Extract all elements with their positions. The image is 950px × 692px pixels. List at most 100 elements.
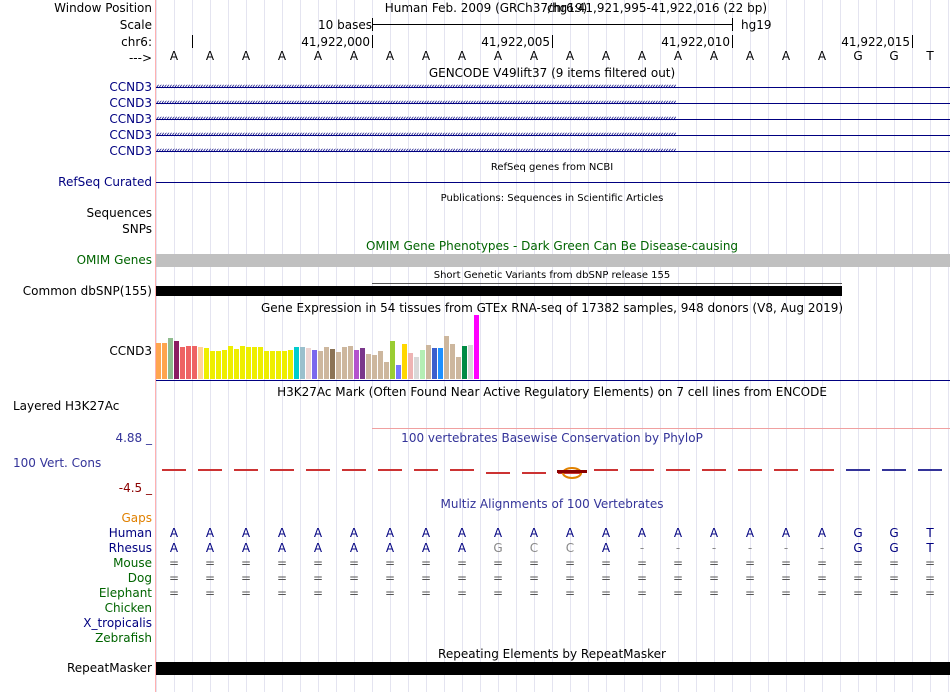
dbsnp-track-label[interactable]: Common dbSNP(155) [22, 284, 152, 298]
aligned-base: = [636, 556, 648, 570]
gtex-tissue-bar[interactable] [258, 347, 263, 379]
gtex-tissue-bar[interactable] [156, 343, 161, 379]
aligned-base: A [601, 526, 611, 540]
gtex-tissue-bar[interactable] [342, 347, 347, 379]
gtex-tissue-bar[interactable] [270, 351, 275, 379]
gencode-item-label[interactable]: CCND3 [109, 80, 152, 94]
gtex-tissue-bar[interactable] [240, 346, 245, 379]
gtex-tissue-bar[interactable] [162, 343, 167, 379]
gtex-tissue-bar[interactable] [336, 352, 341, 379]
gtex-tissue-bar[interactable] [228, 346, 233, 379]
gridline [282, 0, 283, 692]
gtex-tissue-bar[interactable] [264, 351, 269, 379]
gtex-tissue-bar[interactable] [180, 347, 185, 379]
species-label[interactable]: Elephant [98, 586, 152, 600]
gtex-tissue-bar[interactable] [426, 345, 431, 379]
gtex-tissue-bar[interactable] [366, 354, 371, 379]
cons-track-label[interactable]: 100 Vert. Cons [13, 456, 102, 470]
species-label[interactable]: Human [108, 526, 152, 540]
aligned-base: G [889, 526, 899, 540]
gencode-transcript[interactable] [156, 151, 950, 152]
gtex-tissue-bar[interactable] [318, 351, 323, 379]
gencode-item-label[interactable]: CCND3 [109, 96, 152, 110]
gtex-tissue-bar[interactable] [462, 346, 467, 379]
gencode-item-label[interactable]: CCND3 [109, 128, 152, 142]
track-labels: Window Position Scale chr6: ---> CCND3 C… [0, 0, 155, 692]
gtex-tissue-bar[interactable] [438, 348, 443, 379]
gtex-tissue-bar[interactable] [174, 341, 179, 379]
aligned-base: = [528, 571, 540, 585]
species-label[interactable]: Dog [127, 571, 152, 585]
gtex-tissue-bar[interactable] [276, 351, 281, 379]
gencode-item-label[interactable]: CCND3 [109, 112, 152, 126]
gtex-tissue-bar[interactable] [306, 348, 311, 379]
omim-gene-bar[interactable] [156, 254, 950, 267]
repeatmasker-element-bar[interactable] [156, 662, 950, 675]
omim-track-label[interactable]: OMIM Genes [76, 253, 152, 267]
gencode-transcript[interactable] [156, 87, 950, 88]
species-label[interactable]: Zebrafish [95, 631, 152, 645]
gtex-tissue-bar[interactable] [468, 345, 473, 379]
gtex-tissue-bar[interactable] [408, 353, 413, 379]
species-label[interactable]: X_tropicalis [83, 616, 152, 630]
gencode-transcript[interactable] [156, 135, 950, 136]
gtex-tissue-bar[interactable] [192, 346, 197, 379]
gtex-tissue-bar[interactable] [186, 346, 191, 379]
gtex-tissue-bar[interactable] [384, 362, 389, 379]
gtex-tissue-bar[interactable] [294, 347, 299, 379]
gtex-tissue-bar[interactable] [330, 349, 335, 379]
gtex-tissue-bar[interactable] [354, 350, 359, 379]
gtex-tissue-bar[interactable] [282, 351, 287, 379]
publications-snps-label[interactable]: SNPs [122, 222, 152, 236]
species-label[interactable]: Mouse [113, 556, 152, 570]
gtex-track-label[interactable]: CCND3 [109, 344, 152, 358]
refseq-track-label[interactable]: RefSeq Curated [58, 175, 152, 189]
gtex-tissue-bar[interactable] [168, 338, 173, 379]
gtex-tissue-bar[interactable] [288, 350, 293, 379]
gtex-tissue-bar[interactable] [456, 357, 461, 379]
gtex-tissue-bar[interactable] [432, 348, 437, 379]
publications-sequences-label[interactable]: Sequences [86, 206, 152, 220]
dbsnp-variant-bar[interactable] [156, 286, 842, 296]
gtex-tissue-bar[interactable] [204, 348, 209, 379]
gencode-transcript[interactable] [156, 119, 950, 120]
gtex-tissue-bar[interactable] [300, 347, 305, 379]
gtex-tissue-bar[interactable] [450, 344, 455, 379]
h3k27ac-track-label[interactable]: Layered H3K27Ac [13, 399, 120, 413]
gtex-tissue-bar[interactable] [246, 347, 251, 379]
gtex-tissue-bar[interactable] [402, 344, 407, 379]
gtex-tissue-bar[interactable] [198, 347, 203, 379]
gtex-tissue-bar[interactable] [210, 351, 215, 379]
gtex-tissue-bar[interactable] [324, 347, 329, 379]
gtex-tissue-bar[interactable] [234, 349, 239, 379]
gridline [516, 0, 517, 692]
aligned-base: C [565, 541, 575, 555]
gtex-tissue-bar[interactable] [360, 348, 365, 379]
base-letter: A [529, 49, 539, 63]
species-label[interactable]: Chicken [104, 601, 152, 615]
aligned-base: = [780, 571, 792, 585]
base-letter: G [889, 49, 899, 63]
gtex-tissue-bar[interactable] [216, 351, 221, 379]
gtex-tissue-bar[interactable] [372, 355, 377, 379]
gtex-tissue-bar[interactable] [474, 315, 479, 379]
gencode-transcript[interactable] [156, 103, 950, 104]
track-image[interactable]: Human Feb. 2009 (GRCh37/hg19) chr6:41,92… [156, 0, 950, 692]
gtex-tissue-bar[interactable] [312, 350, 317, 379]
gtex-tissue-bar[interactable] [222, 350, 227, 379]
aligned-base: = [708, 556, 720, 570]
gencode-item-label[interactable]: CCND3 [109, 144, 152, 158]
h3k27ac-track-title: H3K27Ac Mark (Often Found Near Active Re… [277, 385, 827, 399]
cons-mark [918, 469, 942, 471]
gtex-tissue-bar[interactable] [396, 365, 401, 379]
gtex-tissue-bar[interactable] [252, 347, 257, 379]
gtex-tissue-bar[interactable] [390, 341, 395, 379]
repeatmasker-track-label[interactable]: RepeatMasker [66, 661, 152, 675]
gtex-tissue-bar[interactable] [414, 357, 419, 379]
gtex-tissue-bar[interactable] [348, 346, 353, 379]
gtex-tissue-bar[interactable] [420, 350, 425, 379]
refseq-transcript[interactable] [156, 182, 950, 183]
gtex-tissue-bar[interactable] [378, 351, 383, 379]
gtex-tissue-bar[interactable] [444, 336, 449, 379]
species-label[interactable]: Rhesus [108, 541, 152, 555]
